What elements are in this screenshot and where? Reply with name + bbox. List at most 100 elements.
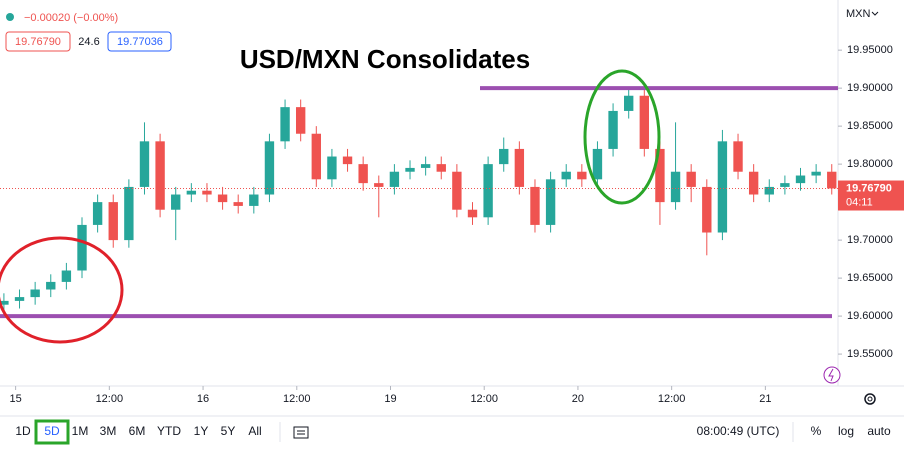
settings-icon[interactable] [864,393,876,405]
candle-body [186,190,197,195]
red-ellipse [0,236,124,344]
candle-body [452,171,462,210]
events-bolt [828,368,834,382]
y-tick-label: 19.80000 [847,158,893,170]
candle-body [77,224,87,271]
candle-body [670,171,681,203]
log-toggle[interactable]: log [838,424,854,438]
candle-body [592,148,603,180]
y-tick-label: 19.85000 [847,120,893,132]
x-tick-label: 20 [572,393,584,405]
last-price-label: 19.76790 [846,182,892,194]
change: −0.00020 (−0.00%) [24,12,118,24]
y-tick-label: 19.60000 [847,310,893,322]
candle-body [280,107,290,142]
candle-body [514,148,525,187]
countdown: 04:11 [846,196,873,208]
candle-body [342,156,353,165]
candle-body [171,194,181,210]
candle-body [577,171,587,180]
ask-box[interactable] [107,31,172,52]
candle-body [92,202,103,225]
candle-body [467,209,478,218]
candle-body [46,281,56,290]
candle-body [639,95,650,149]
auto-toggle[interactable]: auto [867,424,891,438]
plot [0,49,842,390]
ask[interactable]: 19.77036 [117,36,163,48]
candle-body [358,164,368,184]
candle-body [780,183,790,187]
range-button[interactable]: 6M [129,424,146,438]
range-highlight [34,419,70,445]
y-tick-label: 19.90000 [847,82,893,94]
candle-body [0,300,9,305]
range-button[interactable]: 3M [100,424,117,438]
candle-body [702,186,712,233]
y-tick-label: 19.55000 [847,348,893,360]
x-tick-label: 12:00 [283,393,311,405]
candle-body [499,148,509,165]
candle-body [733,141,743,172]
date-range-icon[interactable] [293,426,309,439]
bid-box[interactable] [5,31,71,52]
x-tick-label: 12:00 [470,393,498,405]
events-icon[interactable] [823,366,841,384]
candle-body [264,141,275,195]
bid[interactable]: 19.76790 [15,36,61,48]
candle-body [124,186,134,241]
range-button[interactable]: All [248,424,261,438]
green-ellipse [583,69,661,205]
range-button[interactable]: 1Y [194,424,209,438]
x-tick-label: 15 [9,393,21,405]
clock[interactable]: 08:00:49 (UTC) [697,424,780,438]
x-tick-label: 19 [384,393,396,405]
candle-body [405,167,415,172]
candle-body [139,141,150,187]
candle-body [233,202,243,206]
range-button[interactable]: 1D [15,424,31,438]
range-button[interactable]: 1M [72,424,89,438]
candle-body [811,171,821,176]
percent-toggle[interactable]: % [811,424,822,438]
status-dot [6,13,14,21]
currency[interactable]: MXN [846,8,871,20]
candle-body [311,133,321,180]
currency-chevron[interactable] [871,11,879,16]
candle-body [61,270,72,282]
y-tick-label: 19.65000 [847,272,893,284]
range-button[interactable]: 5Y [221,424,236,438]
candle-body [608,110,618,149]
spread: 24.6 [78,36,99,48]
candle-body [436,164,446,172]
candle-body [748,171,759,195]
y-tick-label: 19.95000 [847,44,893,56]
last-price-box [838,180,904,211]
x-tick-label: 21 [759,393,771,405]
candle-body [655,148,665,203]
x-tick-label: 16 [197,393,209,405]
candle-body [483,164,493,218]
candle-body [14,297,25,301]
range-buttons: 1D 5D 1M 3M 6M YTD 1Y 5Y All [15,424,261,438]
candle-body [202,190,212,195]
chart-title: USD/MXN Consolidates [240,44,530,74]
candle-body [327,156,337,180]
candle-body [795,175,806,184]
candle-body [249,194,259,206]
x-tick-label: 12:00 [96,393,124,405]
candle-body [686,171,696,187]
range-button[interactable]: 5D [44,424,60,438]
candle-body [717,141,728,233]
candle-body [374,183,384,187]
candle-body [764,186,774,195]
y-tick-label: 19.70000 [847,234,893,246]
range-button[interactable]: YTD [157,424,181,438]
candle-body [30,289,40,298]
candle-body [217,194,228,203]
candle-body [108,202,118,241]
candle-body [420,164,431,168]
